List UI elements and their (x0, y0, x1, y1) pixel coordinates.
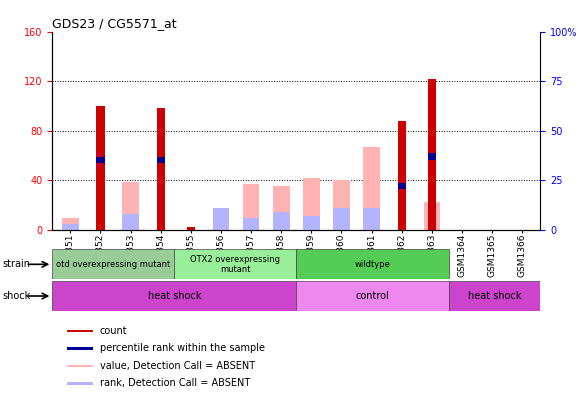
Bar (243, 218, 259, 230)
Bar (303, 216, 320, 230)
Bar (333, 180, 350, 230)
Bar (273, 186, 289, 230)
Bar (303, 178, 320, 230)
Bar (67, 382, 92, 385)
Bar (187, 227, 195, 230)
Bar (62, 224, 78, 230)
Bar (67, 347, 92, 350)
Bar (156, 157, 165, 164)
Bar (449, 281, 540, 311)
Text: OTX2 overexpressing
mutant: OTX2 overexpressing mutant (191, 255, 280, 274)
Text: heat shock: heat shock (148, 291, 201, 301)
Bar (333, 208, 350, 230)
Text: control: control (356, 291, 389, 301)
Bar (67, 329, 92, 333)
Bar (52, 281, 296, 311)
Bar (397, 121, 406, 230)
Bar (123, 182, 139, 230)
Bar (62, 218, 78, 230)
Bar (156, 109, 165, 230)
Bar (52, 249, 174, 279)
Bar (174, 249, 296, 279)
Text: GDS23 / CG5571_at: GDS23 / CG5571_at (52, 17, 177, 30)
Text: wildtype: wildtype (354, 260, 390, 269)
Bar (67, 364, 92, 367)
Bar (96, 106, 105, 230)
Text: percentile rank within the sample: percentile rank within the sample (100, 343, 265, 354)
Text: shock: shock (3, 291, 31, 301)
Bar (273, 212, 289, 230)
Bar (397, 183, 406, 189)
Text: heat shock: heat shock (468, 291, 521, 301)
Bar (296, 281, 449, 311)
Text: otd overexpressing mutant: otd overexpressing mutant (56, 260, 170, 269)
Text: count: count (100, 326, 127, 336)
Bar (296, 249, 449, 279)
Text: value, Detection Call = ABSENT: value, Detection Call = ABSENT (100, 361, 255, 371)
Bar (213, 222, 229, 230)
Text: strain: strain (3, 259, 31, 269)
Bar (363, 208, 380, 230)
Bar (96, 157, 105, 164)
Bar (363, 147, 380, 230)
Bar (123, 214, 139, 230)
Bar (428, 153, 436, 160)
Bar (424, 202, 440, 230)
Bar (243, 184, 259, 230)
Text: rank, Detection Call = ABSENT: rank, Detection Call = ABSENT (100, 378, 250, 388)
Bar (213, 208, 229, 230)
Bar (428, 79, 436, 230)
